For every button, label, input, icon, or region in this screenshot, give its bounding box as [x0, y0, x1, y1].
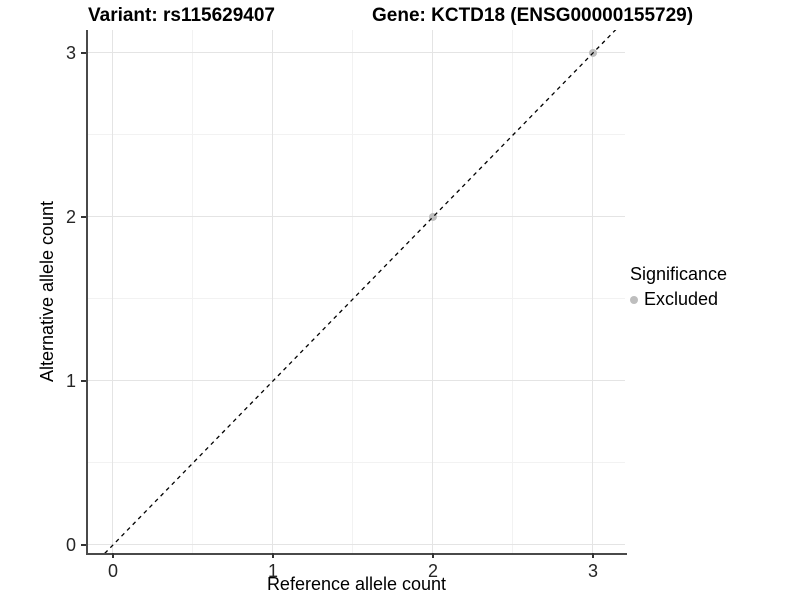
y-tick-mark — [81, 215, 86, 218]
y-tick-label: 1 — [65, 370, 76, 391]
legend-key-dot-icon — [630, 295, 638, 304]
x-tick-mark — [271, 553, 274, 558]
x-tick-label: 1 — [267, 561, 278, 581]
x-tick-label: 0 — [107, 561, 118, 581]
x-axis-line — [86, 553, 627, 555]
gridline-y-major — [88, 216, 625, 218]
gridline-x-minor — [352, 30, 354, 553]
plot-canvas — [104, 30, 617, 553]
y-tick-mark — [81, 379, 86, 382]
gridline-y-major — [88, 52, 625, 54]
y-tick-label: 3 — [65, 42, 76, 63]
plot-panel: 0 1 2 3 0 1 2 3 — [66, 30, 625, 581]
x-tick-label: 2 — [427, 561, 438, 581]
gridline-y-minor — [88, 462, 625, 464]
x-tick-mark — [431, 553, 434, 558]
y-axis-title-text: Alternative allele count — [37, 200, 58, 383]
plot-title-variant: Variant: rs115629407 — [88, 5, 275, 26]
x-tick-mark — [591, 553, 594, 558]
gridline-x-major — [272, 30, 274, 553]
gridline-y-major — [88, 380, 625, 382]
gridline-x-major — [432, 30, 434, 553]
legend: Significance Excluded — [630, 264, 727, 310]
legend-title: Significance — [630, 264, 728, 284]
y-tick-label: 0 — [65, 534, 76, 555]
x-axis-title: Reference allele count — [266, 574, 447, 594]
gridline-x-major — [592, 30, 594, 553]
x-tick-mark — [111, 553, 114, 558]
legend-item: Excluded — [630, 289, 727, 310]
y-tick-mark — [81, 51, 86, 54]
legend-items: Excluded — [630, 289, 727, 310]
plot-title-gene: Gene: KCTD18 (ENSG00000155729) — [372, 5, 694, 26]
gridline-y-major — [88, 544, 625, 546]
y-axis-title: Alternative allele count — [36, 30, 60, 553]
gridline-y-minor — [88, 134, 625, 136]
y-axis-line — [86, 30, 88, 555]
legend-item-label: Excluded — [644, 289, 719, 309]
gridline-x-minor — [192, 30, 194, 553]
identity-dashed-line — [104, 30, 617, 553]
y-tick-label: 2 — [65, 206, 76, 227]
x-tick-label: 3 — [587, 561, 598, 581]
gridline-x-major — [112, 30, 114, 553]
y-tick-mark — [81, 543, 86, 546]
gridline-y-minor — [88, 298, 625, 300]
gridline-x-minor — [512, 30, 514, 553]
